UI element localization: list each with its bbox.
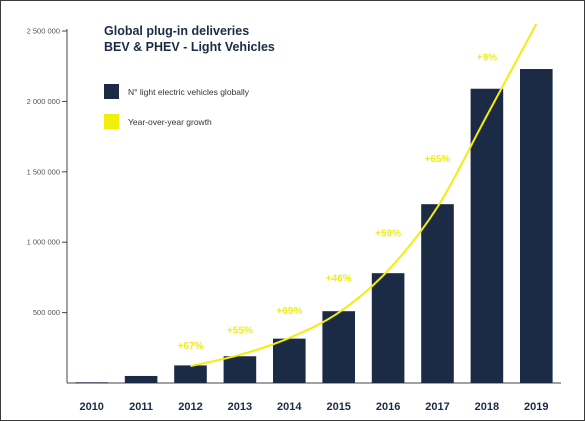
x-tick-label-2013: 2013: [228, 401, 252, 413]
bar-2011: [124, 375, 158, 383]
x-tick-label-2014: 2014: [277, 401, 302, 413]
bar-2012: [174, 365, 207, 383]
y-tick-label-2000000: 2 000 000: [27, 97, 60, 106]
x-tick-label-2012: 2012: [178, 401, 202, 413]
x-tick-label-2016: 2016: [376, 401, 400, 413]
growth-label-2015: +46%: [326, 274, 352, 285]
x-tick-label-2019: 2019: [524, 401, 548, 413]
growth-line-layer: [190, 23, 538, 368]
growth-label-2012: +67%: [178, 341, 204, 352]
legend-label-bars: N° light electric vehicles globally: [128, 87, 250, 97]
labels-layer: +67% +55% +69% +46% +59% +65% +9%: [178, 53, 498, 353]
growth-label-2014: +69%: [276, 306, 302, 317]
growth-line: [190, 23, 538, 368]
bar-2018: [470, 88, 504, 383]
y-tick-label-1500000: 1 500 000: [27, 167, 60, 176]
chart-title: Global plug-in deliveries: [104, 24, 249, 38]
legend-swatch-growth: [104, 114, 119, 129]
bar-2013: [223, 356, 257, 383]
bars-layer: 2010 2011 2012 2013 2014 2015 2016 2017 2018 2019: [75, 69, 553, 413]
legend-label-growth: Year-over-year growth: [128, 117, 212, 127]
bar-2019: [519, 69, 553, 384]
bar-2017: [421, 204, 454, 383]
x-tick-label-2011: 2011: [129, 401, 153, 413]
bar-2015: [322, 311, 356, 383]
x-tick-label-2018: 2018: [475, 401, 499, 413]
x-tick-label-2015: 2015: [326, 401, 350, 413]
y-tick-label-1000000: 1 000 000: [27, 238, 60, 247]
bar-2016: [371, 273, 405, 383]
chart-subtitle: BEV & PHEV - Light Vehicles: [104, 40, 275, 54]
growth-label-2016: +59%: [375, 229, 401, 240]
legend: N° light electric vehicles globally Year…: [104, 84, 250, 129]
bar-2010: [75, 382, 109, 384]
y-tick-label-2500000: 2 500 000: [27, 27, 60, 36]
growth-label-2018: +9%: [477, 53, 497, 64]
x-tick-label-2010: 2010: [79, 401, 103, 413]
y-tick-label-500000: 500 000: [33, 308, 60, 317]
growth-label-2017: +65%: [425, 154, 451, 165]
bar-2014: [272, 338, 306, 383]
x-tick-label-2017: 2017: [425, 401, 449, 413]
growth-label-2013: +55%: [227, 326, 253, 337]
legend-swatch-bars: [104, 84, 119, 99]
